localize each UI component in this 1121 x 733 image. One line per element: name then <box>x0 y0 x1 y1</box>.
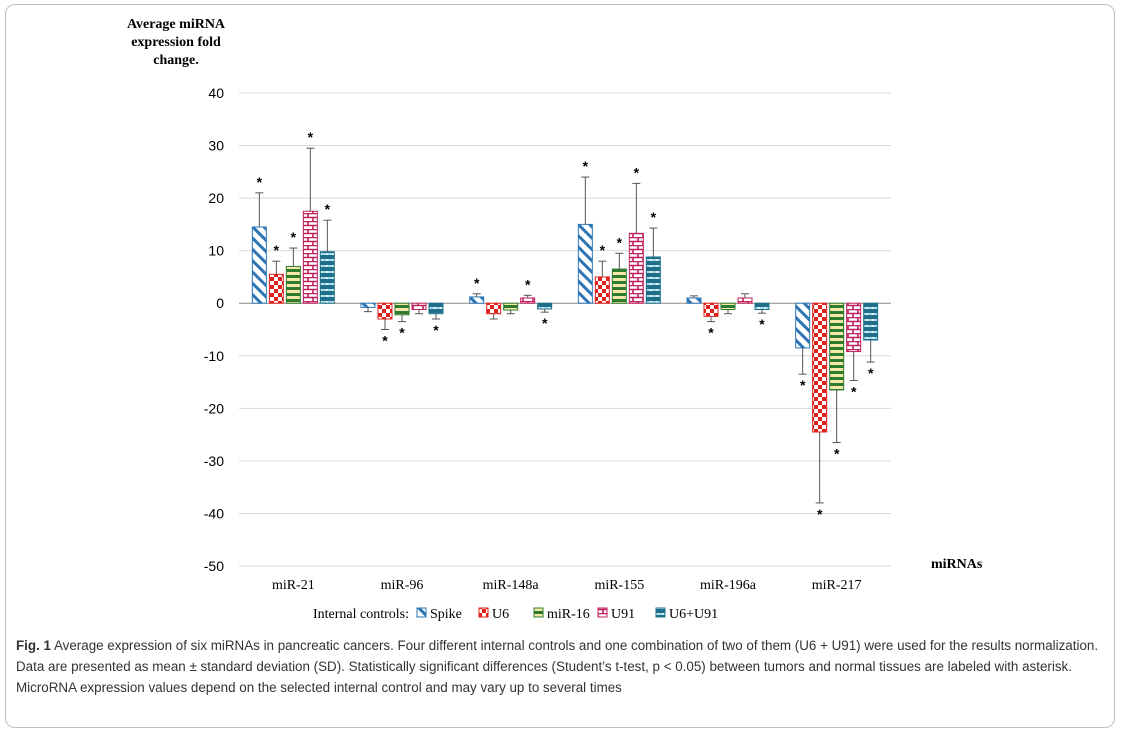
legend-swatch <box>478 607 489 618</box>
figure-caption: Fig. 1 Average expression of six miRNAs … <box>16 635 1106 698</box>
error-bars <box>255 147 875 504</box>
asterisk: * <box>834 445 840 461</box>
bar <box>285 265 301 304</box>
caption-text: Average expression of six miRNAs in panc… <box>16 638 1099 695</box>
bar <box>645 256 661 304</box>
asterisk: * <box>600 242 606 258</box>
asterisk: * <box>525 276 531 292</box>
bar <box>628 232 644 304</box>
y-axis-title-line-1: Average miRNA <box>127 17 226 32</box>
asterisk: * <box>868 365 874 381</box>
bar <box>863 302 879 341</box>
bar <box>812 302 828 433</box>
legend-swatch <box>655 607 666 618</box>
bars <box>251 210 879 433</box>
y-tick-label: -30 <box>204 453 224 469</box>
legend: Internal controls: Spike U6 miR-16 U91 U6+U91 <box>313 607 718 622</box>
asterisk: * <box>257 174 263 190</box>
asterisk: * <box>583 158 589 174</box>
figure-panel: Average miRNA expression fold change. 40… <box>5 4 1115 728</box>
asterisk: * <box>708 325 714 341</box>
y-tick-label: 10 <box>208 243 224 259</box>
asterisk: * <box>291 229 297 245</box>
y-tick-label: -50 <box>204 558 224 574</box>
y-tick-label: 30 <box>208 138 224 154</box>
asterisk: * <box>759 316 765 332</box>
y-axis-title-line-3: change. <box>153 53 199 68</box>
bar <box>268 273 284 304</box>
bar <box>428 302 444 315</box>
asterisk: * <box>274 242 280 258</box>
y-tick-label: -20 <box>204 400 224 416</box>
bar <box>846 302 862 353</box>
y-axis-title-line-2: expression fold <box>131 35 221 50</box>
bar <box>411 302 427 311</box>
bar <box>795 302 811 349</box>
legend-swatch <box>416 607 427 618</box>
bar <box>720 302 736 311</box>
x-tick-label: miR-196a <box>700 578 757 593</box>
bar <box>537 302 553 310</box>
chart: Average miRNA expression fold change. 40… <box>127 17 983 622</box>
x-tick-label: miR-217 <box>812 578 862 593</box>
asterisk: * <box>542 315 548 331</box>
asterisk: * <box>617 234 623 250</box>
asterisk: * <box>399 325 405 341</box>
y-tick-label: 0 <box>216 295 224 311</box>
bar <box>360 302 376 308</box>
x-tick-label: miR-96 <box>381 578 424 593</box>
x-tick-label: miR-148a <box>483 578 540 593</box>
bar <box>686 297 702 304</box>
legend-title: Internal controls: <box>313 607 409 622</box>
asterisk: * <box>800 377 806 393</box>
bar <box>503 302 519 311</box>
gridlines <box>239 92 891 567</box>
bar <box>754 302 770 311</box>
significance-asterisks: * * * * * * * * * * * * * * * * * * * * * * * <box>257 129 874 522</box>
legend-swatch <box>533 607 544 618</box>
bar <box>251 226 267 304</box>
bar <box>829 302 845 391</box>
legend-item-label: U6 <box>492 607 509 622</box>
bar <box>737 297 753 304</box>
bar <box>377 302 393 320</box>
bar <box>577 223 593 304</box>
y-tick-label: 40 <box>208 85 224 101</box>
y-tick-labels: 40 30 20 10 0 -10 -20 -30 -40 -50 <box>204 85 224 574</box>
y-axis-title: Average miRNA expression fold change. <box>127 17 226 68</box>
bar <box>302 210 318 304</box>
x-tick-label: miR-155 <box>594 578 644 593</box>
asterisk: * <box>325 201 331 217</box>
bar <box>394 302 410 316</box>
legend-item-label: miR-16 <box>547 607 590 622</box>
bar <box>469 296 485 304</box>
x-axis-title: miRNAs <box>931 557 983 572</box>
bar <box>319 251 335 304</box>
asterisk: * <box>382 333 388 349</box>
asterisk: * <box>651 209 657 225</box>
x-tick-label: miR-21 <box>272 578 315 593</box>
y-tick-label: 20 <box>208 190 224 206</box>
bar <box>486 302 502 315</box>
asterisk: * <box>817 506 823 522</box>
caption-label: Fig. 1 <box>16 638 51 653</box>
bar <box>520 297 536 304</box>
bar <box>611 268 627 304</box>
asterisk: * <box>634 164 640 180</box>
asterisk: * <box>474 275 480 291</box>
y-tick-label: -40 <box>204 505 224 521</box>
x-tick-labels: miR-21 miR-96 miR-148a miR-155 miR-196a miR-2… <box>272 578 862 593</box>
legend-swatch <box>597 607 608 618</box>
bar <box>703 302 719 317</box>
bar <box>594 276 610 304</box>
legend-item-label: U91 <box>611 607 635 622</box>
legend-item-label: Spike <box>430 607 462 622</box>
legend-item-label: U6+U91 <box>669 607 718 622</box>
asterisk: * <box>851 383 857 399</box>
asterisk: * <box>308 129 314 145</box>
y-tick-label: -10 <box>204 348 224 364</box>
asterisk: * <box>433 322 439 338</box>
